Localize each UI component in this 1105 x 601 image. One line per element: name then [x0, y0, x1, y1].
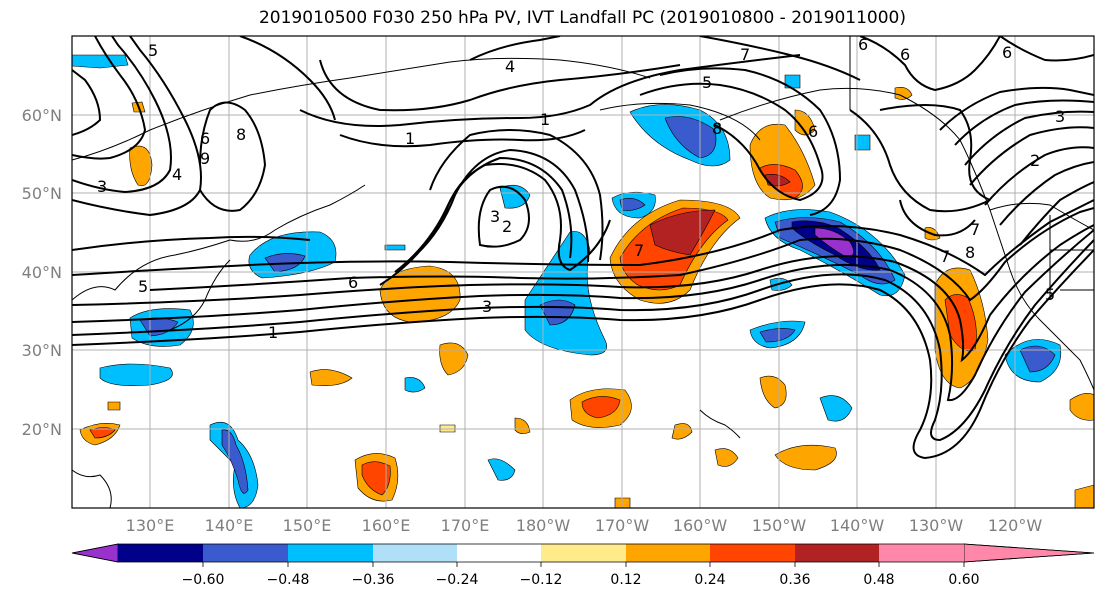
lat-label-40n: 40°N [22, 263, 62, 282]
contour-label: 5 [702, 73, 712, 92]
contour-label: 8 [712, 119, 722, 138]
contour-label: 9 [200, 149, 210, 168]
pv-contours [72, 36, 1094, 460]
contour-label: 6 [900, 45, 910, 64]
lon-label: 150°W [752, 516, 807, 535]
colorbar-tick-label: −0.48 [267, 572, 310, 588]
colorbar-tick-label: −0.12 [520, 572, 563, 588]
contour-label: 6 [200, 129, 210, 148]
contour-label: 2 [502, 217, 512, 236]
colorbar-segment [457, 544, 541, 562]
contour-label: 7 [634, 241, 644, 260]
lon-label: 170°W [595, 516, 650, 535]
lon-label: 130°W [909, 516, 964, 535]
contour-label: 6 [808, 122, 818, 141]
colorbar-ticks [202, 562, 965, 567]
graticule [72, 36, 1094, 508]
contour-label: 7 [940, 247, 950, 266]
colorbar-segment [879, 544, 964, 562]
contour-label: 6 [348, 273, 358, 292]
colorbar-segment [203, 544, 288, 562]
lon-label: 140°W [830, 516, 885, 535]
colorbar-tick-label: 0.36 [779, 572, 810, 588]
map-area: 5 6 4 3 8 9 6 3 2 1 7 5 4 7 6 5 3 2 1 8 … [72, 35, 1094, 508]
contour-label: 3 [97, 177, 107, 196]
colorbar-tick-label: 0.12 [610, 572, 641, 588]
contour-label: 2 [1030, 151, 1040, 170]
lat-label-50n: 50°N [22, 184, 62, 203]
contour-label: 5 [138, 277, 148, 296]
colorbar-tick-label: 0.24 [694, 572, 725, 588]
colorbar-tick-label: −0.60 [182, 572, 225, 588]
colorbar-segment [288, 544, 373, 562]
contour-label: 5 [1045, 285, 1055, 304]
map-title: 2019010500 F030 250 hPa PV, IVT Landfall… [258, 8, 906, 28]
contour-label: 1 [268, 323, 278, 342]
lon-label: 160°E [362, 516, 411, 535]
contour-label: 4 [172, 165, 182, 184]
contour-label: 8 [965, 243, 975, 262]
lat-label-30n: 30°N [22, 341, 62, 360]
colorbar-tick-label: 0.60 [948, 572, 979, 588]
colorbar-tick-label: 0.48 [863, 572, 894, 588]
lon-label: 170°E [441, 516, 490, 535]
contour-label: 5 [148, 41, 158, 60]
contour-label: 3 [1055, 107, 1065, 126]
lon-label: 180°W [516, 516, 571, 535]
latitude-labels: 60°N 50°N 40°N 30°N 20°N [22, 106, 62, 439]
colorbar-tick-label: −0.24 [436, 572, 479, 588]
colorbar-segment [710, 544, 795, 562]
colorbar-segment [795, 544, 879, 562]
lon-label: 160°W [673, 516, 728, 535]
contour-label: 7 [970, 220, 980, 239]
lat-label-60n: 60°N [22, 106, 62, 125]
contour-label: 3 [490, 207, 500, 226]
colorbar-segment [541, 544, 626, 562]
contour-label: 7 [740, 45, 750, 64]
map-frame [71, 35, 1095, 509]
lon-label: 150°E [283, 516, 332, 535]
contour-label: 8 [236, 125, 246, 144]
contour-label: 6 [1002, 43, 1012, 62]
colorbar-segment [118, 544, 203, 562]
colorbar: −0.60 −0.48 −0.36 −0.24 −0.12 0.12 0.24 … [71, 543, 1095, 588]
lon-label: 120°W [988, 516, 1043, 535]
lon-label: 130°E [126, 516, 175, 535]
contour-label: 1 [405, 129, 415, 148]
lon-label: 140°E [205, 516, 254, 535]
contour-label: 4 [505, 57, 515, 76]
contour-label: 6 [858, 35, 868, 54]
colorbar-tick-label: −0.36 [352, 572, 395, 588]
contour-label: 3 [482, 297, 492, 316]
pv-shading [72, 54, 1094, 508]
colorbar-left-arrow [71, 543, 119, 563]
contour-labels: 5 6 4 3 8 9 6 3 2 1 7 5 4 7 6 5 3 2 1 8 … [97, 35, 1065, 342]
contour-label: 1 [540, 110, 550, 129]
colorbar-segment [373, 544, 457, 562]
longitude-labels: 130°E 140°E 150°E 160°E 170°E 180°W 170°… [126, 516, 1043, 535]
colorbar-right-arrow [963, 543, 1095, 563]
lat-label-20n: 20°N [22, 420, 62, 439]
coastlines [72, 36, 1094, 508]
colorbar-segment [626, 544, 710, 562]
